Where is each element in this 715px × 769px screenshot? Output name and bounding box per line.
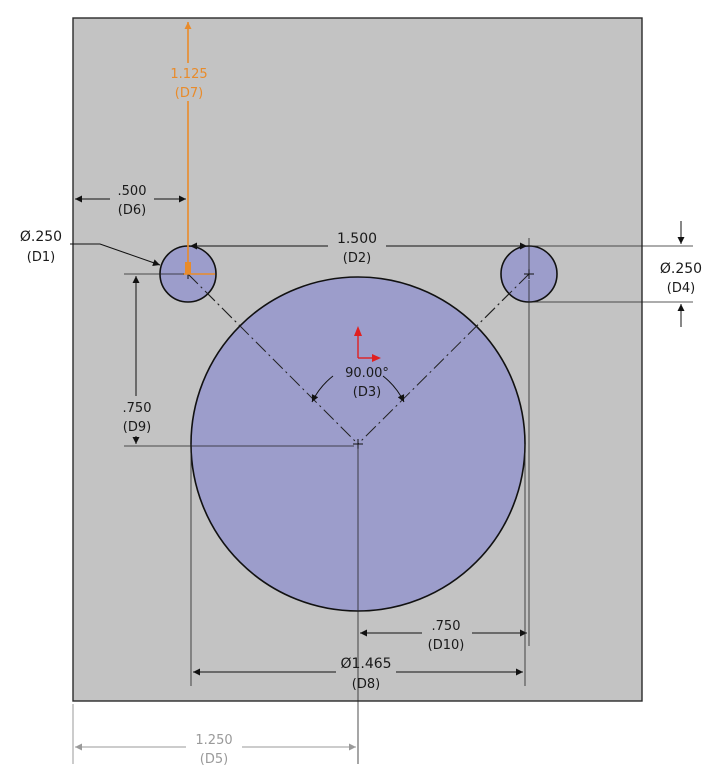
dim-d1-name: (D1) (27, 250, 55, 265)
dim-d3-name: (D3) (353, 385, 381, 400)
dimension-d5[interactable]: 1.250 (D5) (72, 448, 359, 768)
dim-d2-name: (D2) (343, 251, 371, 266)
center-mark-large[interactable] (353, 439, 363, 449)
dimension-d10[interactable]: .750 (D10) (360, 280, 530, 656)
dim-d7-name: (D7) (175, 86, 203, 101)
dim-d3-value: 90.00° (345, 366, 389, 381)
dim-d9-name: (D9) (123, 420, 151, 435)
dimension-d9[interactable]: .750 (D9) (114, 273, 354, 447)
dim-d7-value: 1.125 (170, 67, 207, 82)
dim-d5-name: (D5) (200, 752, 228, 767)
dim-d8-name: (D8) (352, 677, 380, 692)
dim-d5-value: 1.250 (195, 733, 232, 748)
dim-d8-value: Ø1.465 (340, 656, 391, 672)
dimension-d1[interactable]: Ø.250 (D1) (20, 229, 161, 266)
dimension-d8[interactable]: Ø1.465 (D8) (190, 444, 526, 694)
dim-d2-value: 1.500 (337, 231, 377, 247)
dim-d9-value: .750 (123, 401, 152, 416)
dim-d10-value: .750 (432, 619, 461, 634)
dimension-d3[interactable]: 90.00° (D3) (311, 366, 405, 403)
dim-d6-name: (D6) (118, 203, 146, 218)
centerline-left-overlay (187, 273, 359, 445)
dim-d10-name: (D10) (428, 638, 465, 653)
dim-d1-value: Ø.250 (20, 229, 62, 245)
dimension-d4[interactable]: Ø.250 (D4) (529, 221, 702, 327)
dimension-d7[interactable]: 1.125 (D7) (168, 22, 215, 275)
dim-d4-name: (D4) (667, 281, 695, 296)
dimension-d2[interactable]: 1.500 (D2) (190, 229, 530, 270)
origin-icon (354, 326, 381, 362)
centerline-right-overlay (357, 273, 530, 445)
center-mark-right[interactable] (524, 269, 534, 279)
dim-d4-value: Ø.250 (660, 261, 702, 277)
dim-d6-value: .500 (118, 184, 147, 199)
